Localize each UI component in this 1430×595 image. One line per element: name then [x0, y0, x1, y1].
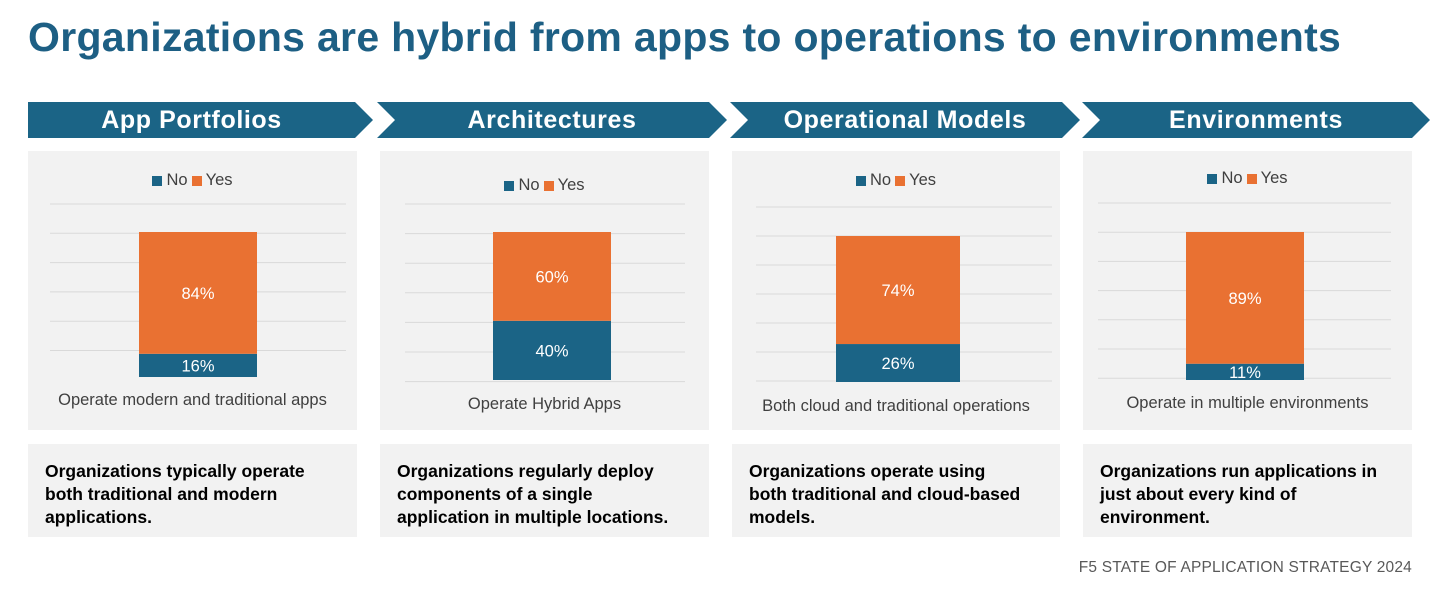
chart-caption: Operate in multiple environments: [1126, 394, 1369, 412]
chart-caption: Both cloud and traditional operations: [762, 397, 1030, 415]
legend-swatch-no: [1207, 173, 1218, 184]
legend-item-yes: Yes: [191, 171, 233, 190]
legend-swatch-yes: [1246, 173, 1257, 184]
text-line: just about every kind of: [1100, 484, 1297, 504]
legend-swatch-yes: [191, 175, 202, 186]
text-panel-operational-models: Organizations operate using both traditi…: [732, 444, 1060, 537]
chart-plot: 40% 60%: [405, 203, 685, 383]
text-panel-app-portfolios: Organizations typically operate both tra…: [28, 444, 357, 537]
legend-item-no: No: [504, 176, 540, 195]
bar-segment-no: [1186, 363, 1304, 380]
banner-label: Environments: [1169, 105, 1343, 134]
text-line: both traditional and modern: [45, 484, 278, 504]
banner-operational-models: Operational Models: [730, 102, 1080, 138]
data-label-yes: 89%: [1228, 290, 1261, 308]
legend-item-yes: Yes: [1246, 169, 1288, 188]
text-line: both traditional and cloud-based: [749, 484, 1021, 504]
data-label-no: 16%: [181, 357, 214, 375]
chart-legend: No Yes: [732, 171, 1060, 190]
bar-segment-yes: [836, 236, 960, 345]
legend-label-yes: Yes: [557, 176, 585, 194]
text-line: application in multiple locations.: [397, 507, 669, 527]
chart-plot: 16% 84%: [50, 203, 346, 377]
text-line: models.: [749, 507, 816, 527]
bar-segment-no: [139, 353, 257, 377]
legend-swatch-no: [152, 175, 163, 186]
bar-segment-yes: [493, 232, 611, 321]
bar-segment-yes: [1186, 232, 1304, 364]
chart-panel-app-portfolios: No Yes 16% 84% Operate modern and traditi…: [28, 151, 357, 430]
legend-label-no: No: [1221, 169, 1243, 187]
text-line: Organizations operate using: [749, 461, 986, 481]
banner-architectures: Architectures: [377, 102, 727, 138]
chart-plot: 11% 89%: [1098, 202, 1391, 382]
data-label-yes: 60%: [535, 268, 568, 286]
chart-panel-architectures: No Yes 40% 60% Operate Hybrid Apps: [380, 151, 709, 430]
page-title: Organizations are hybrid from apps to op…: [28, 14, 1342, 60]
source-footer: F5 STATE OF APPLICATION STRATEGY 2024: [1078, 559, 1412, 576]
chart-panel-operational-models: No Yes 26% 74% Both cloud and traditional…: [732, 151, 1060, 430]
bar-segment-no: [493, 320, 611, 380]
legend-swatch-yes: [895, 175, 906, 186]
data-label-no: 11%: [1229, 364, 1261, 382]
text-panel-architectures: Organizations regularly deploy component…: [380, 444, 709, 537]
bar-segment-yes: [139, 232, 257, 354]
legend-label-no: No: [869, 171, 892, 189]
text-line: applications.: [45, 507, 152, 527]
data-label-no: 40%: [535, 342, 568, 360]
banner-environments: Environments: [1082, 102, 1430, 138]
legend-swatch-no: [855, 175, 866, 186]
data-label-yes: 74%: [881, 282, 914, 300]
text-line: Organizations run applications in: [1100, 461, 1378, 481]
chart-legend: No Yes: [380, 176, 709, 195]
text-line: components of a single: [397, 484, 593, 504]
chart-plot: 26% 74%: [756, 206, 1052, 382]
text-line: Organizations regularly deploy: [397, 461, 654, 481]
legend-label-yes: Yes: [205, 171, 233, 189]
banner-label: App Portfolios: [101, 105, 282, 134]
legend-item-no: No: [855, 171, 892, 190]
legend-item-yes: Yes: [543, 176, 585, 195]
banner-label: Operational Models: [783, 105, 1027, 134]
chart-panel-environments: No Yes 11% 89% Operate in multiple enviro…: [1083, 151, 1412, 430]
legend-item-no: No: [152, 171, 188, 190]
text-line: Organizations typically operate: [45, 461, 305, 481]
data-label-no: 26%: [881, 355, 914, 373]
legend-swatch-yes: [543, 180, 554, 191]
legend-label-yes: Yes: [1260, 169, 1288, 187]
data-label-yes: 84%: [181, 285, 214, 303]
legend-swatch-no: [504, 180, 515, 191]
text-line: environment.: [1100, 507, 1210, 527]
banner-label: Architectures: [467, 105, 637, 134]
legend-label-no: No: [518, 176, 540, 194]
legend-item-no: No: [1207, 169, 1243, 188]
legend-item-yes: Yes: [895, 171, 936, 190]
banner-app-portfolios: App Portfolios: [28, 102, 373, 138]
legend-label-no: No: [166, 171, 188, 189]
text-panel-environments: Organizations run applications in just a…: [1083, 444, 1412, 537]
chart-caption: Operate Hybrid Apps: [467, 395, 622, 413]
chart-legend: No Yes: [1083, 169, 1412, 188]
legend-label-yes: Yes: [909, 171, 936, 189]
chart-caption: Operate modern and traditional apps: [58, 391, 327, 409]
bar-segment-no: [836, 344, 960, 382]
chart-legend: No Yes: [28, 171, 357, 190]
